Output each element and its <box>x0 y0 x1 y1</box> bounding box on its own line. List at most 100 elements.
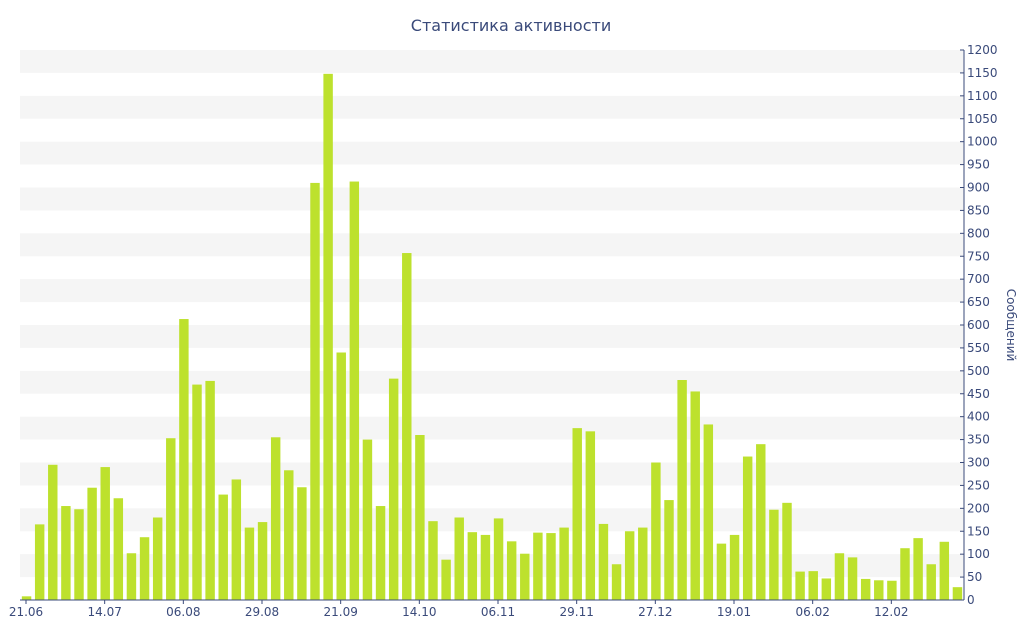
bar <box>310 182 320 601</box>
grid-band <box>20 187 964 211</box>
bar <box>454 517 464 600</box>
x-tick-label: 19.01 <box>717 605 751 619</box>
x-axis-ticks: 21.06 14.07 06.08 29.08 21.09 14.10 06.11 29.11… <box>9 600 909 619</box>
y-tick-label: 350 <box>967 433 990 447</box>
bar <box>74 509 84 600</box>
x-tick-label: 21.06 <box>9 605 43 619</box>
grid-band <box>20 50 964 73</box>
grid-band <box>20 554 964 578</box>
bar <box>939 541 950 600</box>
bar <box>192 384 202 600</box>
y-tick-label: 200 <box>967 501 990 515</box>
grid-bands <box>20 50 964 578</box>
bar <box>546 533 556 600</box>
bar <box>270 437 281 600</box>
x-tick-label: 21.09 <box>323 605 357 619</box>
y-tick-label: 150 <box>967 524 990 538</box>
bar <box>926 564 936 600</box>
bar <box>769 509 779 600</box>
y-axis-title: Сообщений <box>1004 289 1018 362</box>
bar <box>179 319 189 600</box>
y-tick-label: 700 <box>967 272 990 286</box>
bar <box>664 500 674 600</box>
bar <box>428 521 438 600</box>
bar <box>808 571 818 601</box>
bar <box>533 532 543 601</box>
y-tick-label: 600 <box>967 318 990 332</box>
bar <box>126 553 137 600</box>
grid-band <box>20 95 964 119</box>
bar <box>611 564 622 600</box>
chart-title: Статистика активности <box>411 16 611 35</box>
y-tick-label: 1100 <box>967 89 998 103</box>
y-tick-label: 300 <box>967 456 990 470</box>
grid-band <box>20 370 964 394</box>
bar <box>152 517 163 600</box>
x-tick-label: 27.12 <box>638 605 672 619</box>
y-tick-label: 500 <box>967 364 990 378</box>
bar <box>48 464 58 600</box>
bar <box>690 391 700 600</box>
bar <box>585 431 596 600</box>
y-tick-label: 750 <box>967 249 990 263</box>
bar <box>323 73 333 600</box>
bar <box>61 506 71 600</box>
grid-band <box>20 325 964 348</box>
bar <box>572 428 582 601</box>
grid-band <box>20 462 964 486</box>
bar <box>100 467 110 600</box>
bar <box>638 527 648 600</box>
bar <box>113 498 124 600</box>
y-tick-label: 550 <box>967 341 990 355</box>
bar <box>756 444 766 600</box>
bar <box>729 534 740 600</box>
y-axis-ticks: 0 50 100 150 200 250 300 350 400 450 500 550 600 650 7… <box>960 43 998 607</box>
y-tick-label: 650 <box>967 295 990 309</box>
bar <box>559 527 569 600</box>
bar <box>847 557 858 601</box>
bar <box>231 479 242 600</box>
bar <box>874 580 884 600</box>
bars-group <box>21 73 963 601</box>
y-tick-label: 800 <box>967 226 990 240</box>
y-tick-label: 1200 <box>967 43 998 57</box>
grid-band <box>20 233 964 257</box>
grid-band <box>20 141 964 165</box>
bar <box>598 523 609 600</box>
x-tick-label: 06.08 <box>166 605 200 619</box>
y-tick-label: 950 <box>967 158 990 172</box>
bar <box>520 553 530 600</box>
y-tick-label: 50 <box>967 570 982 584</box>
x-tick-label: 29.11 <box>559 605 593 619</box>
bar <box>139 537 150 600</box>
bar <box>860 578 871 600</box>
y-tick-label: 250 <box>967 478 990 492</box>
bar <box>297 487 307 600</box>
bar <box>87 487 97 600</box>
y-tick-label: 450 <box>967 387 990 401</box>
bar <box>887 580 897 600</box>
bar <box>782 502 792 600</box>
bar <box>284 470 294 600</box>
grid-band <box>20 416 964 440</box>
x-tick-label: 06.11 <box>481 605 515 619</box>
bar <box>375 506 386 600</box>
bar <box>388 378 399 601</box>
bar <box>166 438 176 600</box>
bar <box>336 352 346 600</box>
bar <box>742 456 753 600</box>
x-tick-label: 14.07 <box>87 605 121 619</box>
y-tick-label: 100 <box>967 547 990 561</box>
bar <box>402 253 412 601</box>
bar <box>205 380 215 600</box>
bar <box>703 424 714 600</box>
grid-band <box>20 279 964 303</box>
bar <box>441 559 451 600</box>
y-tick-label: 1150 <box>967 66 998 80</box>
bar <box>624 531 635 600</box>
x-tick-label: 29.08 <box>245 605 279 619</box>
bar <box>21 596 32 600</box>
bar <box>795 571 805 600</box>
y-tick-label: 0 <box>967 593 975 607</box>
y-tick-label: 900 <box>967 181 990 195</box>
